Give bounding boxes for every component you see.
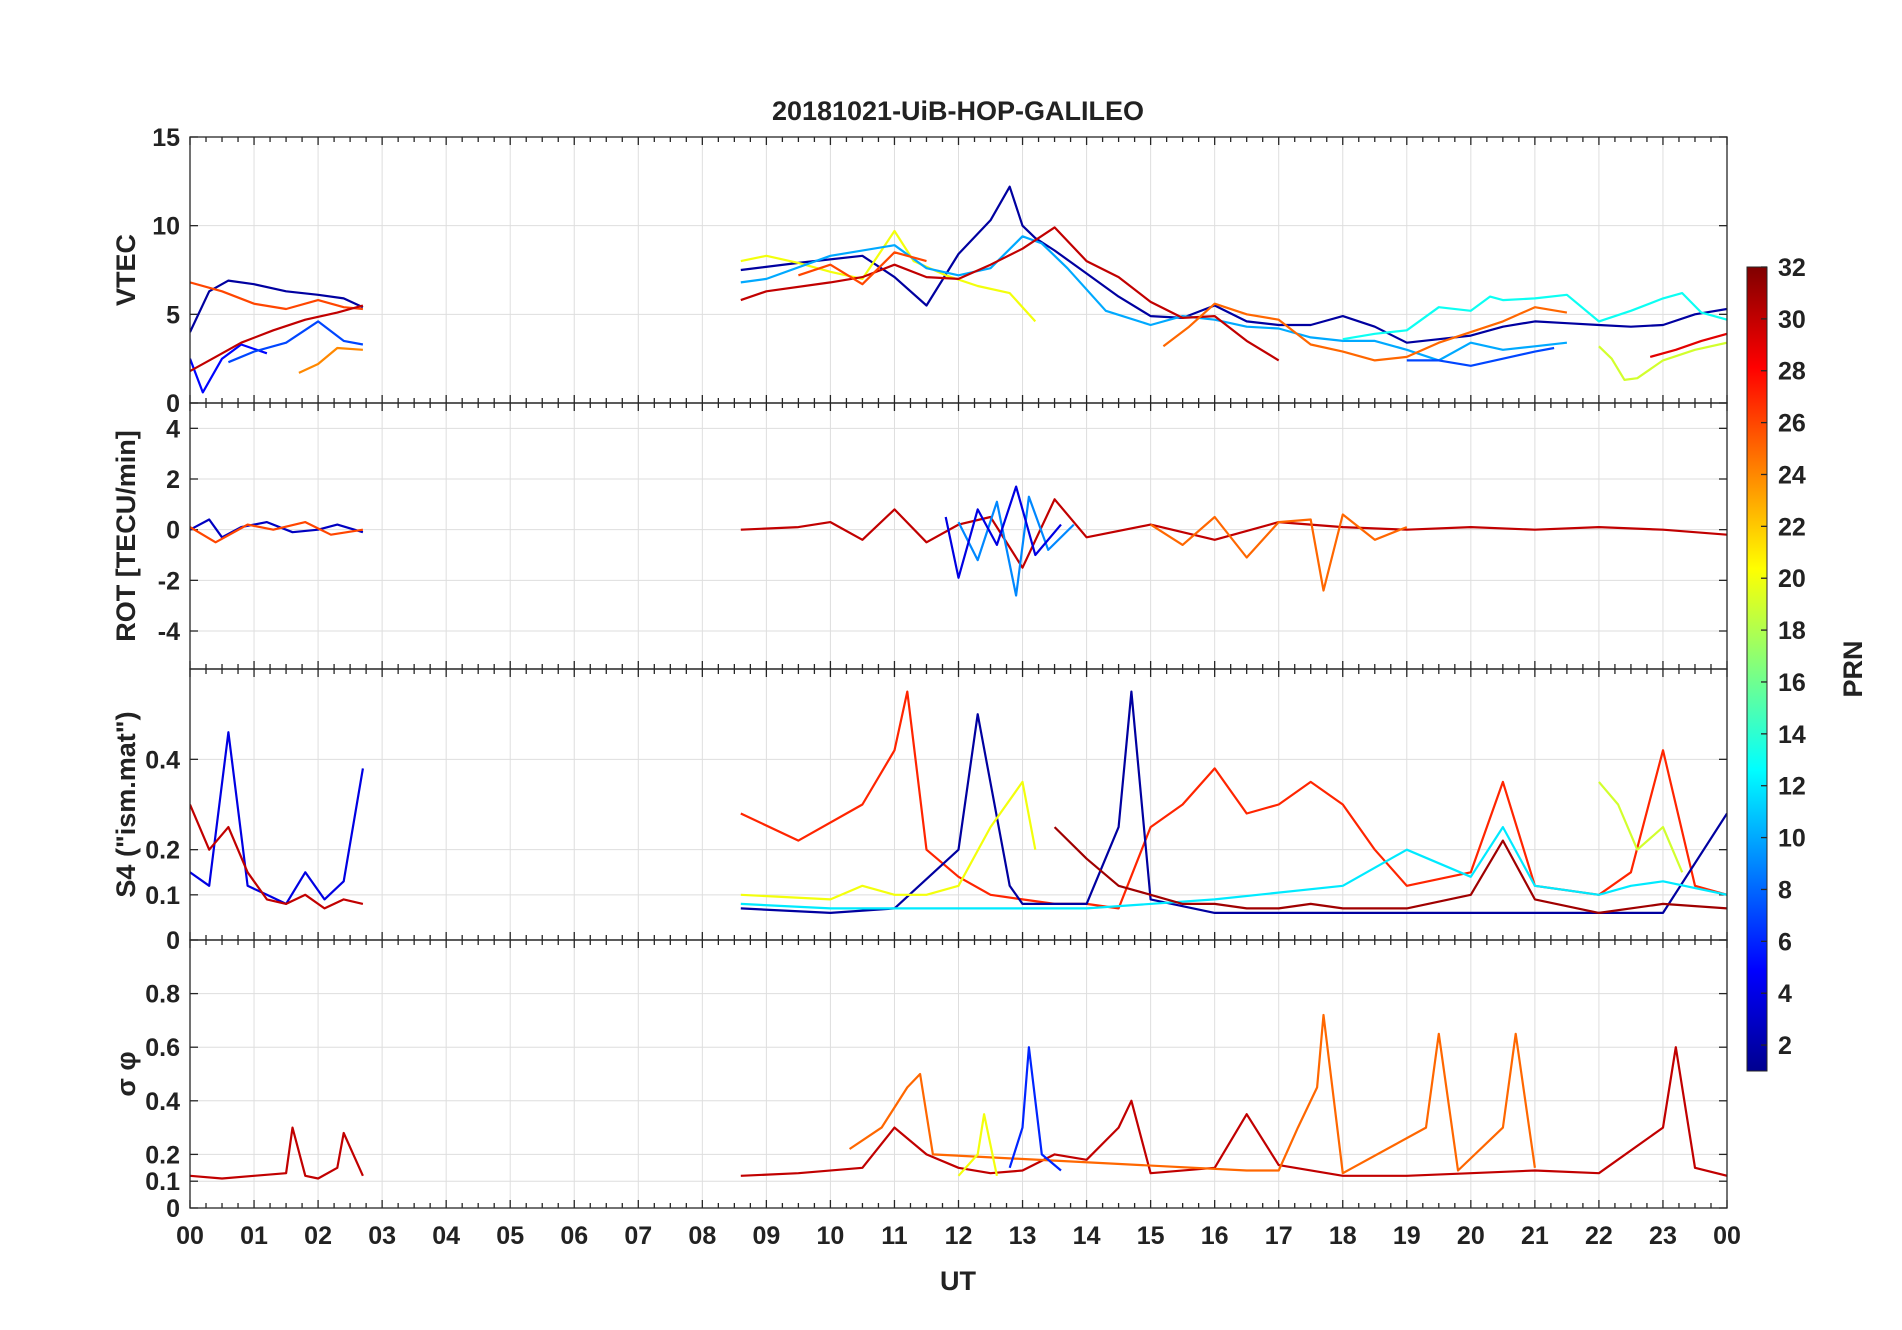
y-tick-label: 0.8 [145,981,180,1009]
x-tick-label: 14 [1073,1222,1101,1250]
x-tick-label: 09 [752,1222,780,1250]
chart-title: 20181021-UiB-HOP-GALILEO [772,96,1144,126]
colorbar-tick-label: 24 [1778,461,1806,489]
y-tick-label: 0.4 [145,746,180,774]
x-tick-label: 01 [240,1222,268,1250]
x-tick-label: 06 [560,1222,588,1250]
x-tick-label: 02 [304,1222,332,1250]
colorbar-tick-label: 2 [1778,1032,1792,1060]
colorbar-tick-label: 22 [1778,513,1806,541]
series-line-prn-30 [190,1128,363,1179]
panel-1: -4 -2 0 2 4 ROT [TECU/min] [111,403,1727,669]
colorbar-tick-label: 12 [1778,773,1806,801]
x-tick-label: 10 [817,1222,845,1250]
x-axis-label: UT [940,1266,976,1296]
x-tick-label: 00 [1713,1222,1741,1250]
panel-3: 00.10.2 0.4 0.6 0.8 σ φ [111,940,1727,1223]
colorbar-tick-label: 18 [1778,617,1806,645]
series-line-prn-20 [959,1114,997,1176]
x-tick-label: 18 [1329,1222,1357,1250]
series-line-prn-20 [741,782,1036,900]
series-line-prn-30 [190,805,363,909]
series-line-prn-12 [741,827,1727,908]
x-tick-label: 13 [1009,1222,1037,1250]
series-line-prn-7 [228,321,363,362]
colorbar-tick-label: 14 [1778,721,1806,749]
y-tick-label: 0.2 [145,837,180,865]
y-tick-label: 0 [166,390,180,418]
series-line-prn-20 [741,231,1036,321]
x-tick-label: 03 [368,1222,396,1250]
x-tick-label: 21 [1521,1222,1549,1250]
colorbar-gradient [1747,267,1767,1071]
y-tick-label: 0.1 [145,882,180,910]
x-axis: 00 01 02 03 04 05 06 07 08 09 10 11 12 13 14 15 16 17 18 19… [176,1222,1741,1250]
x-tick-label: 05 [496,1222,524,1250]
y-tick-label: 0 [166,1195,180,1223]
x-tick-label: 16 [1201,1222,1229,1250]
y-tick-label: 4 [166,415,180,443]
y-tick-label: 10 [152,213,180,241]
colorbar-tick-label: 20 [1778,565,1806,593]
x-tick-label: 11 [881,1222,908,1250]
colorbar-tick-label: 10 [1778,825,1806,853]
series-line-prn-4 [190,732,363,904]
y-axis-label: VTEC [111,234,141,306]
y-tick-label: 0.6 [145,1034,180,1062]
series-line-prn-30 [190,306,363,372]
y-tick-label: 15 [152,124,180,152]
x-tick-label: 12 [945,1222,973,1250]
x-tick-label: 23 [1649,1222,1677,1250]
y-tick-label: 0 [166,927,180,955]
y-axis-label: S4 ("ism.mat") [111,711,141,897]
colorbar-tick-label: 16 [1778,669,1806,697]
series-line-prn-6 [1010,1047,1061,1170]
y-tick-label: 0.1 [145,1168,180,1196]
series-line-prn-27 [741,692,1727,909]
series-line-prn-25 [1163,304,1567,361]
x-tick-label: 07 [624,1222,652,1250]
y-tick-label: 0.4 [145,1088,180,1116]
y-tick-label: -2 [158,567,180,595]
colorbar-tick-label: 32 [1778,254,1806,282]
y-tick-label: 0 [166,517,180,545]
y-tick-label: 5 [166,301,180,329]
x-tick-label: 15 [1137,1222,1165,1250]
y-tick-label: 0.2 [145,1141,180,1169]
y-axis-label: ROT [TECU/min] [111,430,141,641]
series-line-prn-2 [741,187,1727,343]
x-tick-label: 00 [176,1222,204,1250]
colorbar-tick-label: 8 [1778,876,1792,904]
y-tick-label: -4 [158,618,180,646]
x-tick-label: 17 [1265,1222,1293,1250]
x-tick-label: 22 [1585,1222,1613,1250]
y-axis-label: σ φ [111,1051,141,1096]
colorbar-tick-label: 6 [1778,928,1792,956]
panel-2: 0 0.1 0.2 0.4S4 ("ism.mat") [111,669,1727,955]
series-line-prn-19 [1599,782,1682,872]
x-tick-label: 19 [1393,1222,1421,1250]
colorbar-tick-label: 28 [1778,358,1806,386]
colorbar-tick-label: 26 [1778,410,1806,438]
series-line-prn-24 [299,348,363,373]
figure: 20181021-UiB-HOP-GALILEO 051015VTEC-4-20… [0,0,1902,1330]
x-tick-label: 08 [688,1222,716,1250]
series-line-prn-25 [850,1015,1535,1173]
colorbar-tick-label: 4 [1778,980,1792,1008]
x-tick-label: 20 [1457,1222,1485,1250]
panel-0: 0 5 10 15 VTEC [111,124,1727,418]
colorbar-tick-label: 30 [1778,306,1806,334]
series-line-prn-30 [741,499,1727,567]
colorbar-label: PRN [1838,640,1868,697]
series-line-prn-2 [741,692,1727,913]
y-tick-label: 2 [166,466,180,494]
x-tick-label: 04 [432,1222,460,1250]
series-line-prn-30 [741,1047,1727,1176]
